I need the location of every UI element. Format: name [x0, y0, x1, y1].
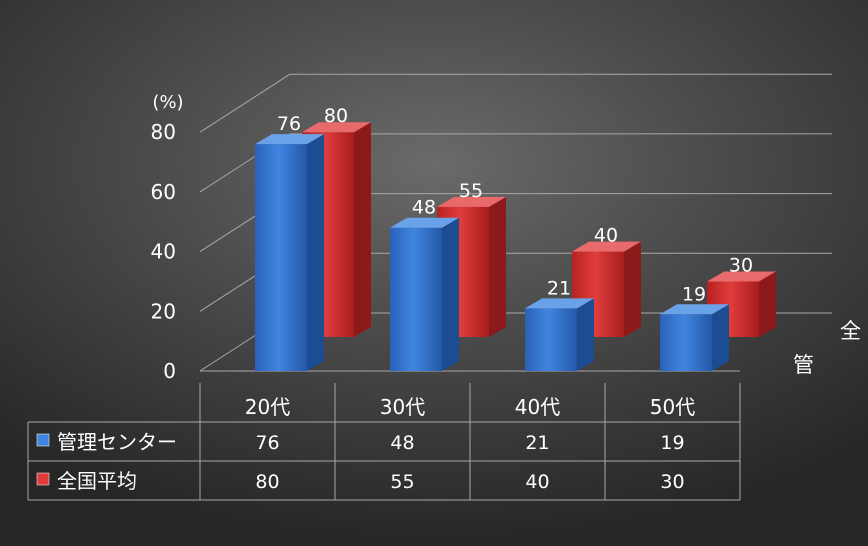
bar-管理センター-top — [525, 298, 594, 309]
table-cell: 55 — [390, 471, 414, 493]
x-category-label: 20代 — [245, 395, 290, 419]
bar-全国平均-side — [354, 122, 371, 337]
x-category-label: 30代 — [380, 395, 425, 419]
axis-labels: 0 20 40 60 80 (%) 全管 — [151, 92, 861, 383]
bar-管理センター: 76 — [255, 113, 324, 371]
bar-管理センター: 21 — [525, 277, 594, 371]
bar-全国平均-top — [302, 122, 371, 133]
bar-管理センター-side — [307, 134, 324, 371]
bar-管理センター-front — [255, 144, 307, 371]
data-label: 30 — [729, 254, 753, 276]
bar-管理センター-front — [660, 314, 712, 371]
bar-管理センター-side — [577, 298, 594, 371]
table-cell: 80 — [255, 471, 279, 493]
data-label: 80 — [324, 105, 348, 127]
bar-管理センター-front — [525, 308, 577, 371]
bar-管理センター-side — [442, 217, 459, 371]
table-cell: 48 — [390, 432, 414, 454]
data-label: 76 — [277, 113, 301, 135]
bars: 80 76 55 48 40 21 30 19 — [255, 105, 776, 371]
data-label: 55 — [459, 180, 483, 202]
bar-管理センター: 19 — [660, 283, 729, 371]
y-tick-label: 40 — [151, 240, 176, 264]
y-tick-label: 60 — [151, 180, 176, 204]
y-tick-label: 80 — [151, 120, 176, 144]
table-cell: 19 — [660, 432, 684, 454]
data-label: 21 — [547, 277, 571, 299]
bar-全国平均-top — [572, 241, 641, 252]
bar-管理センター: 48 — [390, 197, 459, 371]
depth-axis-label: 管 — [793, 353, 814, 377]
legend-label: 管理センター — [57, 430, 177, 454]
table-cell: 21 — [525, 432, 549, 454]
bar-全国平均-side — [489, 196, 506, 337]
gridline-diagonal — [199, 73, 291, 133]
bar-全国平均-top — [707, 271, 776, 282]
data-label: 19 — [682, 283, 706, 305]
data-label: 48 — [412, 197, 436, 219]
bar-全国平均-side — [624, 241, 641, 337]
legend-swatch — [36, 433, 50, 447]
y-tick-label: 20 — [151, 299, 176, 323]
y-unit-label: (%) — [152, 92, 183, 113]
legend-swatch — [36, 472, 50, 486]
legend-label: 全国平均 — [57, 469, 137, 493]
bar-管理センター-top — [255, 134, 324, 145]
x-category-label: 50代 — [650, 395, 695, 419]
y-tick-label: 0 — [163, 359, 176, 383]
bar-全国平均-side — [759, 271, 776, 337]
table-cell: 76 — [255, 432, 279, 454]
bar-管理センター-top — [390, 217, 459, 228]
bar-全国平均: 40 — [572, 225, 641, 337]
bar-管理センター-side — [712, 304, 729, 371]
bar-管理センター-top — [660, 304, 729, 315]
data-label: 40 — [594, 225, 618, 247]
bar-全国平均-top — [437, 196, 506, 207]
depth-axis-label: 全 — [840, 319, 861, 343]
table-cell: 30 — [660, 471, 684, 493]
x-category-label: 40代 — [515, 395, 560, 419]
table-cell: 40 — [525, 471, 549, 493]
bar-管理センター-front — [390, 227, 442, 371]
